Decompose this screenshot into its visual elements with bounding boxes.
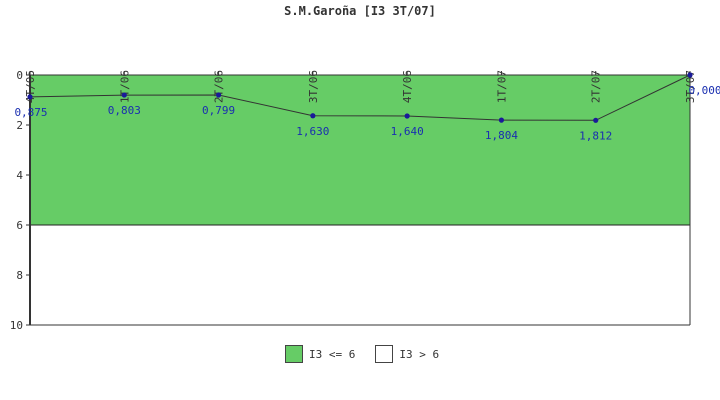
legend-label-gt6: I3 > 6 bbox=[399, 347, 440, 361]
data-point bbox=[593, 117, 599, 123]
data-label: 0,875 bbox=[14, 106, 47, 119]
y-tick-label: 10 bbox=[10, 319, 23, 332]
chart-axes bbox=[29, 74, 691, 326]
data-point bbox=[310, 113, 316, 119]
x-tick-labels: 4T/05 1T/06 2T/06 3T/06 4T/06 1T/07 2T/07 3T/07 bbox=[24, 70, 697, 103]
data-label: 0,799 bbox=[202, 104, 235, 117]
legend-item-le6: I3 <= 6 bbox=[285, 345, 355, 363]
data-label: 1,640 bbox=[391, 125, 424, 138]
legend: I3 <= 6 I3 > 6 bbox=[285, 345, 459, 363]
data-label: 1,630 bbox=[296, 125, 329, 138]
y-tick-labels: 0 2 4 6 8 10 bbox=[10, 69, 30, 332]
x-tick-label: 3T/07 bbox=[684, 70, 697, 103]
data-label: 1,812 bbox=[579, 129, 612, 142]
x-tick-label: 2T/07 bbox=[590, 70, 603, 103]
series-line-group bbox=[27, 72, 693, 123]
legend-item-gt6: I3 > 6 bbox=[375, 345, 439, 363]
band-1 bbox=[30, 225, 690, 325]
x-tick-label: 2T/06 bbox=[213, 70, 226, 103]
data-point bbox=[687, 72, 693, 78]
y-tick-label: 2 bbox=[16, 119, 23, 132]
x-tick-label: 4T/06 bbox=[401, 70, 414, 103]
y-tick-label: 0 bbox=[16, 69, 23, 82]
data-point bbox=[404, 113, 410, 119]
band-0 bbox=[30, 75, 690, 225]
data-label: 0,000 bbox=[688, 84, 720, 97]
series-line bbox=[29, 74, 691, 121]
threshold-bands bbox=[30, 75, 690, 325]
data-point bbox=[498, 117, 505, 123]
data-point bbox=[215, 92, 222, 98]
x-tick-label: 1T/07 bbox=[495, 70, 508, 103]
x-tick-label: 4T/05 bbox=[24, 70, 37, 103]
data-point bbox=[121, 92, 127, 98]
data-label: 0,803 bbox=[108, 104, 141, 117]
data-label: 1,804 bbox=[485, 129, 518, 142]
legend-label-le6: I3 <= 6 bbox=[309, 347, 356, 361]
y-tick-label: 8 bbox=[16, 269, 23, 282]
data-labels: 0,875 0,803 0,799 1,630 1,640 1,804 1,812 0,000 bbox=[14, 84, 720, 142]
x-tick-label: 1T/06 bbox=[118, 70, 131, 103]
data-point bbox=[27, 94, 33, 100]
legend-swatch-green bbox=[285, 345, 303, 363]
chart-title: S.M.Garoña [I3 3T/07] bbox=[284, 4, 436, 18]
y-tick-label: 6 bbox=[16, 219, 23, 232]
x-tick-label: 3T/06 bbox=[307, 70, 320, 103]
y-tick-label: 4 bbox=[16, 169, 23, 182]
legend-swatch-white bbox=[375, 345, 394, 363]
